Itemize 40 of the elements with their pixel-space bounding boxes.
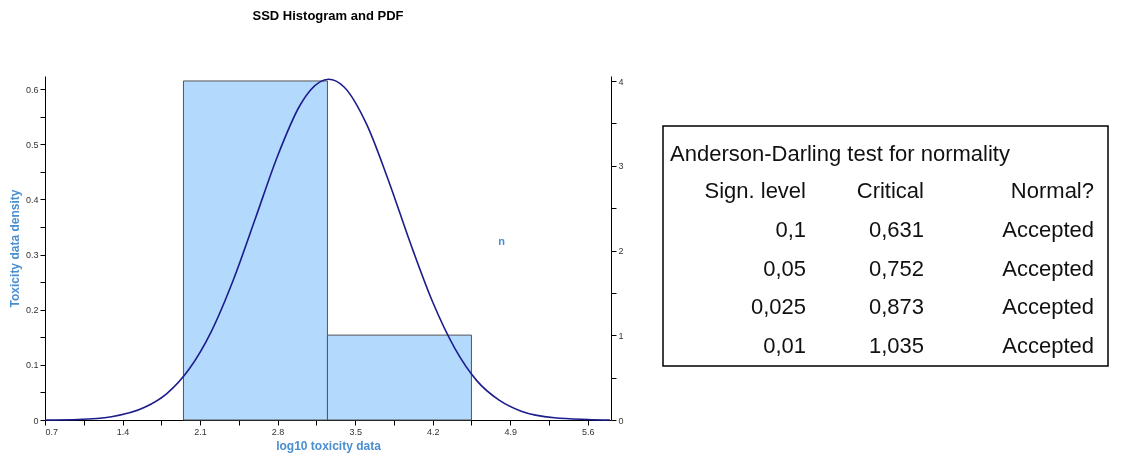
y2-tick-label: 2 — [618, 246, 624, 257]
y-tick-label: 0.1 — [25, 360, 39, 371]
text: Accepted — [1002, 332, 1094, 358]
x-tick-label: 2.8 — [271, 426, 285, 437]
y-tick-label: 0.3 — [25, 250, 39, 261]
x-tick-label: 4.2 — [426, 426, 440, 437]
y-tick-label: 0.5 — [25, 139, 39, 150]
y2-tick-label: 3 — [618, 161, 624, 172]
y2-tick-label: 1 — [618, 330, 624, 341]
text: Accepted — [1002, 255, 1094, 281]
text: 0,752 — [868, 255, 924, 281]
text: 0,025 — [750, 294, 806, 319]
x-tick-label: 3.5 — [349, 426, 362, 437]
y-tick-label: 0.4 — [25, 194, 39, 205]
y-tick-label: 0.2 — [25, 305, 39, 316]
text: Anderson-Darling test for normality — [670, 141, 1010, 166]
y-tick-label: 0.6 — [25, 84, 39, 95]
x-tick-label: 0.7 — [45, 426, 59, 437]
category-label: Normal? — [1010, 178, 1094, 203]
x-tick-label: 2.1 — [194, 426, 207, 437]
text: Accepted — [1002, 217, 1094, 242]
text: 1,035 — [868, 332, 924, 358]
category-label: Critical — [856, 178, 924, 203]
chart-title: SSD Histogram and PDF — [252, 8, 404, 24]
y2-tick-label: 0 — [618, 415, 624, 426]
text: 0,873 — [868, 294, 924, 319]
y-axis-title: Toxicity data density — [7, 189, 22, 308]
y-tick-label: 0 — [33, 415, 39, 426]
x-axis-title: log10 toxicity data — [276, 438, 382, 453]
text: 0,01 — [763, 332, 806, 358]
text: 0,05 — [763, 255, 806, 281]
x-tick-label: 5.6 — [581, 426, 595, 437]
x-tick-label: 1.4 — [116, 426, 130, 437]
x-tick-label: 4.9 — [504, 426, 517, 437]
text: Accepted — [1002, 294, 1094, 319]
y2-axis-title: n — [498, 234, 506, 247]
text: 0,1 — [775, 217, 806, 242]
text: 0,631 — [868, 217, 924, 242]
y2-tick-label: 4 — [618, 76, 624, 87]
category-label: Sign. level — [704, 178, 806, 203]
